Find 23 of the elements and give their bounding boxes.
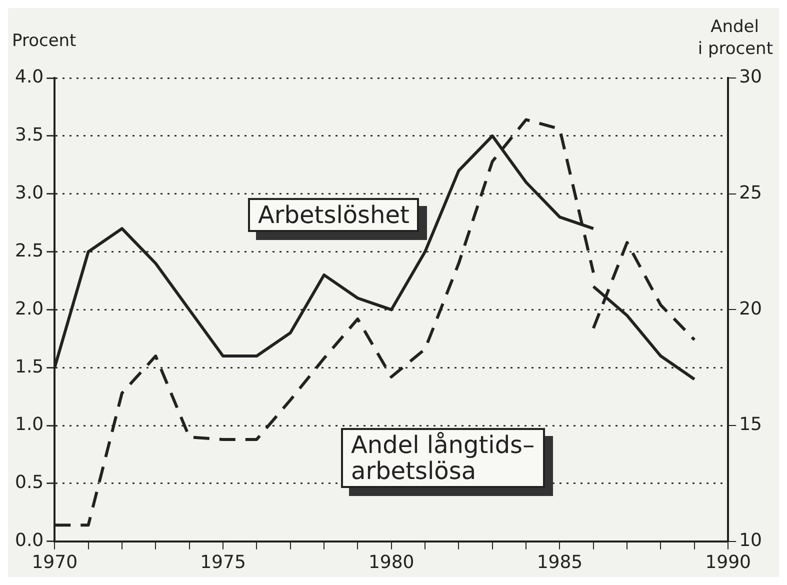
y2-tick-label: 10 (739, 530, 762, 552)
y2-tick-label: 30 (739, 66, 762, 88)
x-tick-label: 1970 (32, 552, 78, 573)
y-tick-label: 1.0 (14, 414, 44, 436)
annotation: Andel långtids– arbetslösa (341, 428, 545, 488)
x-tick-label: 1975 (200, 552, 246, 573)
annotation: Arbetslöshet (248, 198, 420, 232)
y2-tick-label: 25 (739, 182, 762, 204)
y2-axis-title: Andel i procent (698, 17, 774, 59)
y2-tick-label: 20 (739, 298, 762, 320)
x-tick-label: 1985 (536, 552, 583, 573)
y-tick-label: 0.5 (14, 472, 44, 494)
y-tick-label: 2.5 (14, 240, 44, 262)
y2-tick-label: 15 (739, 414, 762, 436)
y-tick-label: 3.0 (14, 182, 44, 204)
y-tick-label: 4.0 (14, 66, 44, 88)
y-tick-label: 2.0 (14, 298, 44, 320)
y-axis-title: Procent (12, 31, 77, 51)
y-tick-label: 1.5 (14, 356, 44, 378)
y-tick-label: 0.0 (14, 530, 44, 552)
y-tick-label: 3.5 (14, 124, 44, 146)
x-tick-label: 1990 (705, 552, 751, 573)
x-tick-label: 1980 (368, 552, 414, 573)
